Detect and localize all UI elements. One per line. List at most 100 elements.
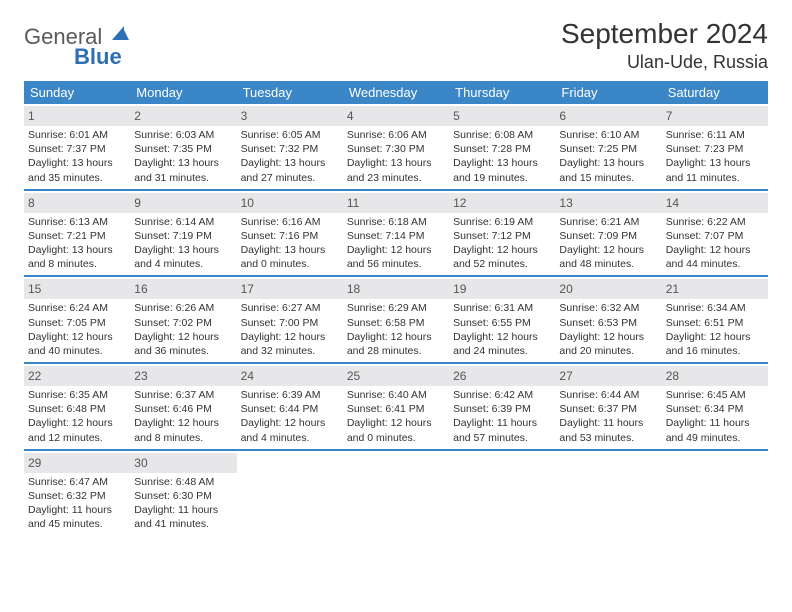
day-info: Sunrise: 6:06 AMSunset: 7:30 PMDaylight:…	[347, 128, 445, 185]
sunrise-line: Sunrise: 6:11 AM	[666, 128, 764, 142]
brand-logo: General Blue	[24, 24, 130, 68]
daynum-bar: 23	[130, 366, 236, 386]
day-number: 3	[241, 109, 248, 123]
day-info: Sunrise: 6:40 AMSunset: 6:41 PMDaylight:…	[347, 388, 445, 445]
dayname-sunday: Sunday	[24, 81, 130, 104]
sunset-line: Sunset: 7:28 PM	[453, 142, 551, 156]
day-info: Sunrise: 6:35 AMSunset: 6:48 PMDaylight:…	[28, 388, 126, 445]
sunrise-line: Sunrise: 6:21 AM	[559, 215, 657, 229]
day-info: Sunrise: 6:08 AMSunset: 7:28 PMDaylight:…	[453, 128, 551, 185]
daynum-bar: 2	[130, 106, 236, 126]
daynum-bar: 27	[555, 366, 661, 386]
daynum-bar: 19	[449, 279, 555, 299]
day-info: Sunrise: 6:31 AMSunset: 6:55 PMDaylight:…	[453, 301, 551, 358]
calendar-cell	[237, 451, 343, 536]
sunset-line: Sunset: 6:44 PM	[241, 402, 339, 416]
calendar-cell: 25Sunrise: 6:40 AMSunset: 6:41 PMDayligh…	[343, 364, 449, 449]
calendar-cell	[449, 451, 555, 536]
sunrise-line: Sunrise: 6:13 AM	[28, 215, 126, 229]
day-number: 8	[28, 196, 35, 210]
daylight-line: Daylight: 13 hours and 27 minutes.	[241, 156, 339, 184]
calendar-cell: 22 Sunrise: 6:35 AMSunset: 6:48 PMDayligh…	[24, 364, 130, 449]
calendar-cell: 24Sunrise: 6:39 AMSunset: 6:44 PMDayligh…	[237, 364, 343, 449]
daynum-bar: 20	[555, 279, 661, 299]
calendar-cell: 28Sunrise: 6:45 AMSunset: 6:34 PMDayligh…	[662, 364, 768, 449]
calendar-cell: 27Sunrise: 6:44 AMSunset: 6:37 PMDayligh…	[555, 364, 661, 449]
header: General Blue September 2024 Ulan-Ude, Ru…	[24, 18, 768, 73]
day-number: 16	[134, 282, 147, 296]
daynum-bar: 14	[662, 193, 768, 213]
calendar-week: 15Sunrise: 6:24 AMSunset: 7:05 PMDayligh…	[24, 275, 768, 362]
daylight-line: Daylight: 13 hours and 0 minutes.	[241, 243, 339, 271]
calendar-cell: 5Sunrise: 6:08 AMSunset: 7:28 PMDaylight…	[449, 104, 555, 189]
daynum-bar: 10	[237, 193, 343, 213]
dayname-tuesday: Tuesday	[237, 81, 343, 104]
sunrise-line: Sunrise: 6:37 AM	[134, 388, 232, 402]
sunset-line: Sunset: 7:25 PM	[559, 142, 657, 156]
day-number: 24	[241, 369, 254, 383]
calendar-cell: 6 Sunrise: 6:10 AMSunset: 7:25 PMDaylight…	[555, 104, 661, 189]
sunrise-line: Sunrise: 6:31 AM	[453, 301, 551, 315]
sunrise-line: Sunrise: 6:08 AM	[453, 128, 551, 142]
calendar-grid: Sunday Monday Tuesday Wednesday Thursday…	[24, 81, 768, 535]
sunset-line: Sunset: 7:14 PM	[347, 229, 445, 243]
day-info: Sunrise: 6:37 AMSunset: 6:46 PMDaylight:…	[134, 388, 232, 445]
day-info: Sunrise: 6:26 AMSunset: 7:02 PMDaylight:…	[134, 301, 232, 358]
daynum-bar: 28	[662, 366, 768, 386]
sunset-line: Sunset: 6:51 PM	[666, 316, 764, 330]
calendar-cell	[555, 451, 661, 536]
calendar-cell: 15Sunrise: 6:24 AMSunset: 7:05 PMDayligh…	[24, 277, 130, 362]
day-number: 6	[559, 109, 566, 123]
daylight-line: Daylight: 13 hours and 31 minutes.	[134, 156, 232, 184]
calendar-cell: 30Sunrise: 6:48 AMSunset: 6:30 PMDayligh…	[130, 451, 236, 536]
daylight-line: Daylight: 13 hours and 19 minutes.	[453, 156, 551, 184]
daylight-line: Daylight: 13 hours and 11 minutes.	[666, 156, 764, 184]
day-info: Sunrise: 6:34 AMSunset: 6:51 PMDaylight:…	[666, 301, 764, 358]
title-block: September 2024 Ulan-Ude, Russia	[561, 18, 768, 73]
day-number: 1	[28, 109, 35, 123]
calendar-cell: 16 Sunrise: 6:26 AMSunset: 7:02 PMDayligh…	[130, 277, 236, 362]
daynum-bar: 30	[130, 453, 236, 473]
daylight-line: Daylight: 13 hours and 8 minutes.	[28, 243, 126, 271]
day-info: Sunrise: 6:10 AMSunset: 7:25 PMDaylight:…	[559, 128, 657, 185]
sunrise-line: Sunrise: 6:48 AM	[134, 475, 232, 489]
calendar-cell: 3Sunrise: 6:05 AMSunset: 7:32 PMDaylight…	[237, 104, 343, 189]
daylight-line: Daylight: 11 hours and 41 minutes.	[134, 503, 232, 531]
calendar-cell: 4 Sunrise: 6:06 AMSunset: 7:30 PMDaylight…	[343, 104, 449, 189]
daylight-line: Daylight: 12 hours and 24 minutes.	[453, 330, 551, 358]
sunset-line: Sunset: 7:32 PM	[241, 142, 339, 156]
sunset-line: Sunset: 7:02 PM	[134, 316, 232, 330]
calendar-cell: 21Sunrise: 6:34 AMSunset: 6:51 PMDayligh…	[662, 277, 768, 362]
daynum-bar: 5	[449, 106, 555, 126]
day-info: Sunrise: 6:24 AMSunset: 7:05 PMDaylight:…	[28, 301, 126, 358]
day-info: Sunrise: 6:22 AMSunset: 7:07 PMDaylight:…	[666, 215, 764, 272]
day-info: Sunrise: 6:19 AMSunset: 7:12 PMDaylight:…	[453, 215, 551, 272]
sunset-line: Sunset: 7:37 PM	[28, 142, 126, 156]
daynum-bar: 3	[237, 106, 343, 126]
sunset-line: Sunset: 7:19 PM	[134, 229, 232, 243]
day-number: 22	[28, 369, 41, 383]
calendar-week: 8Sunrise: 6:13 AMSunset: 7:21 PMDaylight…	[24, 189, 768, 276]
day-number: 4	[347, 109, 354, 123]
daylight-line: Daylight: 13 hours and 4 minutes.	[134, 243, 232, 271]
calendar-cell: 14Sunrise: 6:22 AMSunset: 7:07 PMDayligh…	[662, 191, 768, 276]
day-number: 12	[453, 196, 466, 210]
day-info: Sunrise: 6:21 AMSunset: 7:09 PMDaylight:…	[559, 215, 657, 272]
daylight-line: Daylight: 12 hours and 0 minutes.	[347, 416, 445, 444]
day-number: 23	[134, 369, 147, 383]
daylight-line: Daylight: 12 hours and 44 minutes.	[666, 243, 764, 271]
calendar-week: 1Sunrise: 6:01 AMSunset: 7:37 PMDaylight…	[24, 104, 768, 189]
sunset-line: Sunset: 7:21 PM	[28, 229, 126, 243]
daylight-line: Daylight: 12 hours and 48 minutes.	[559, 243, 657, 271]
daynum-bar: 21	[662, 279, 768, 299]
calendar-cell: 19Sunrise: 6:31 AMSunset: 6:55 PMDayligh…	[449, 277, 555, 362]
sunrise-line: Sunrise: 6:32 AM	[559, 301, 657, 315]
day-info: Sunrise: 6:18 AMSunset: 7:14 PMDaylight:…	[347, 215, 445, 272]
sunset-line: Sunset: 6:55 PM	[453, 316, 551, 330]
calendar-cell: 12 Sunrise: 6:19 AMSunset: 7:12 PMDayligh…	[449, 191, 555, 276]
sunrise-line: Sunrise: 6:39 AM	[241, 388, 339, 402]
brand-text: General Blue	[24, 24, 130, 68]
brand-word2: Blue	[74, 46, 130, 68]
sunset-line: Sunset: 7:30 PM	[347, 142, 445, 156]
dayname-thursday: Thursday	[449, 81, 555, 104]
